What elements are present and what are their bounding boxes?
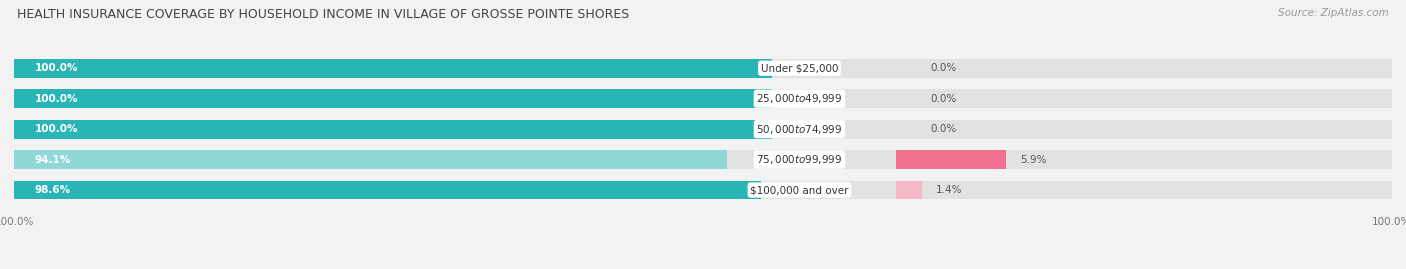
Bar	[896, 180, 922, 200]
Text: Under $25,000: Under $25,000	[761, 63, 838, 73]
Text: $25,000 to $49,999: $25,000 to $49,999	[756, 92, 842, 105]
Bar	[14, 150, 1392, 169]
Text: HEALTH INSURANCE COVERAGE BY HOUSEHOLD INCOME IN VILLAGE OF GROSSE POINTE SHORES: HEALTH INSURANCE COVERAGE BY HOUSEHOLD I…	[17, 8, 628, 21]
Text: 100.0%: 100.0%	[35, 94, 79, 104]
Bar	[14, 59, 1392, 78]
Bar	[14, 59, 772, 78]
Bar	[14, 180, 761, 200]
Bar	[14, 180, 1392, 200]
Text: 98.6%: 98.6%	[35, 185, 70, 195]
Bar	[14, 120, 772, 139]
Text: Source: ZipAtlas.com: Source: ZipAtlas.com	[1278, 8, 1389, 18]
Text: 1.4%: 1.4%	[936, 185, 962, 195]
Text: 5.9%: 5.9%	[1019, 155, 1046, 165]
Bar	[14, 89, 1392, 108]
Bar	[14, 89, 772, 108]
Text: 94.1%: 94.1%	[35, 155, 70, 165]
Text: 100.0%: 100.0%	[35, 124, 79, 134]
Text: 100.0%: 100.0%	[35, 63, 79, 73]
Text: 0.0%: 0.0%	[931, 124, 956, 134]
Bar	[14, 120, 1392, 139]
Bar	[896, 150, 1007, 169]
Text: 0.0%: 0.0%	[931, 63, 956, 73]
Bar	[14, 150, 727, 169]
Text: $50,000 to $74,999: $50,000 to $74,999	[756, 123, 842, 136]
Text: $100,000 and over: $100,000 and over	[751, 185, 849, 195]
Text: $75,000 to $99,999: $75,000 to $99,999	[756, 153, 842, 166]
Text: 0.0%: 0.0%	[931, 94, 956, 104]
